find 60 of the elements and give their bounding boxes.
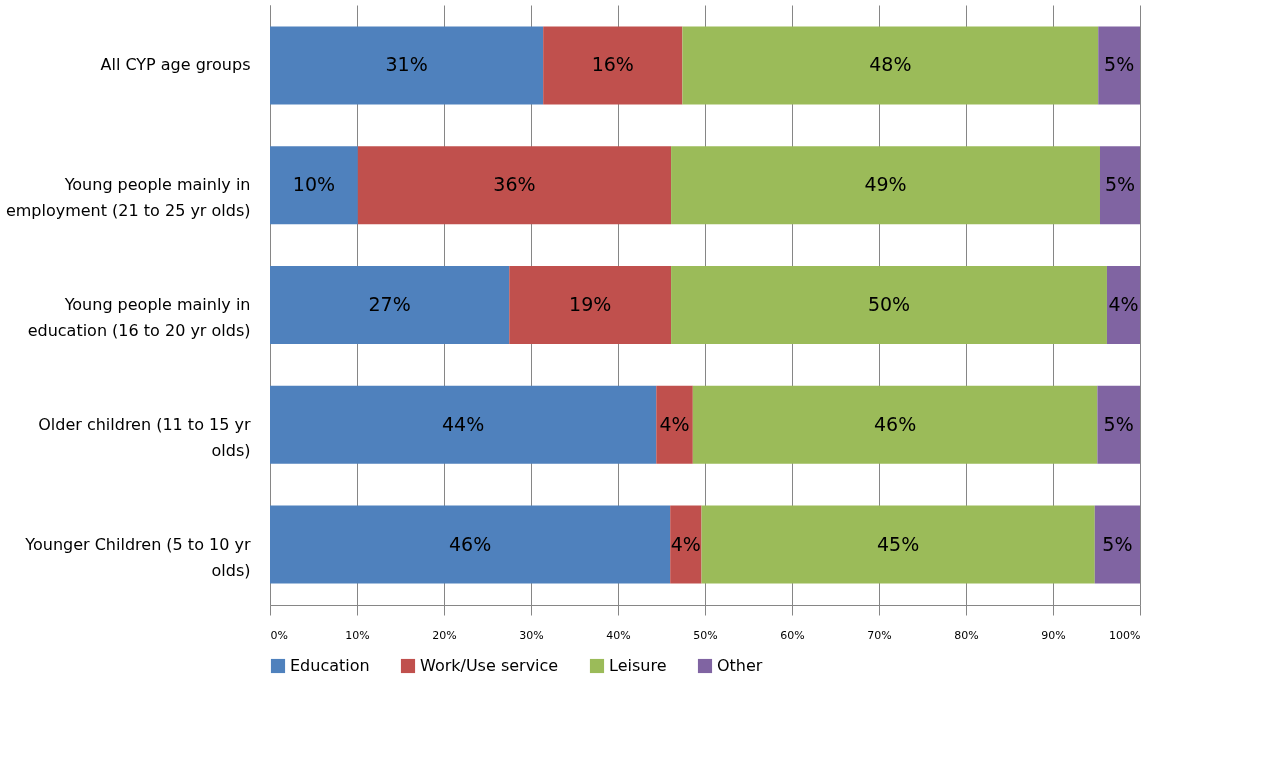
y-tick-label: All CYP age groups (100, 55, 251, 75)
y-tick-label: Younger Children (5 to 10 yr olds) (24, 534, 251, 580)
x-tick-label: 60% (780, 628, 805, 642)
bar (270, 146, 358, 225)
data-label: 4% (659, 412, 690, 435)
bar (1094, 505, 1140, 584)
bar (357, 146, 672, 225)
x-tick-label: 10% (345, 628, 370, 642)
x-tick-label: 20% (432, 628, 457, 642)
x-tick-label: 80% (954, 628, 979, 642)
bar (1106, 266, 1140, 344)
legend-label: Leisure (609, 656, 667, 675)
data-label: 5% (1102, 532, 1133, 555)
data-label: 10% (292, 173, 336, 196)
data-label: 4% (670, 532, 701, 555)
data-label: 45% (877, 532, 920, 555)
y-tick-label: Older children (11 to 15 yr olds) (38, 414, 251, 460)
bar (701, 505, 1095, 584)
bar (671, 146, 1100, 225)
bar (1098, 26, 1140, 105)
bar (270, 385, 657, 464)
bar (1099, 146, 1140, 225)
data-label: 50% (867, 293, 911, 315)
y-tick-label: Young people mainly in employment (21 to 25 yr olds) (5, 175, 251, 221)
bar (270, 505, 671, 584)
bar (543, 26, 683, 105)
x-tick-label: 0% (270, 628, 288, 642)
bar (270, 26, 544, 105)
data-label: 4% (1108, 293, 1139, 315)
bar (656, 385, 693, 464)
data-label: 49% (864, 173, 907, 196)
bar (671, 266, 1107, 344)
data-label: 5% (1104, 173, 1136, 196)
bar (692, 385, 1098, 464)
data-label: 19% (569, 293, 612, 315)
x-tick-label: 100% (1109, 628, 1141, 642)
legend-label: Education (290, 656, 370, 675)
data-label: 46% (873, 412, 917, 435)
bar (509, 266, 672, 344)
bar (270, 266, 510, 344)
bar (1097, 385, 1140, 464)
bar (670, 505, 702, 584)
x-tick-label: 90% (1041, 628, 1066, 642)
y-tick-label: Young people mainly in education (16 to 20 yr olds) (27, 295, 251, 340)
data-label: 46% (448, 532, 492, 555)
x-tick-label: 40% (606, 628, 631, 642)
data-label: 44% (442, 412, 485, 435)
data-label: 16% (591, 53, 634, 76)
legend-label: Other (717, 656, 763, 675)
data-label: 48% (869, 53, 912, 76)
data-label: 36% (493, 173, 536, 196)
x-tick-label: 70% (867, 628, 892, 642)
legend-label: Work/Use service (420, 656, 559, 675)
data-label: 31% (385, 53, 428, 76)
data-label: 27% (368, 293, 411, 315)
data-label: 5% (1104, 53, 1135, 76)
bar (682, 26, 1099, 105)
data-label: 5% (1103, 412, 1134, 435)
x-tick-label: 50% (693, 628, 718, 642)
x-tick-label: 30% (519, 628, 544, 642)
